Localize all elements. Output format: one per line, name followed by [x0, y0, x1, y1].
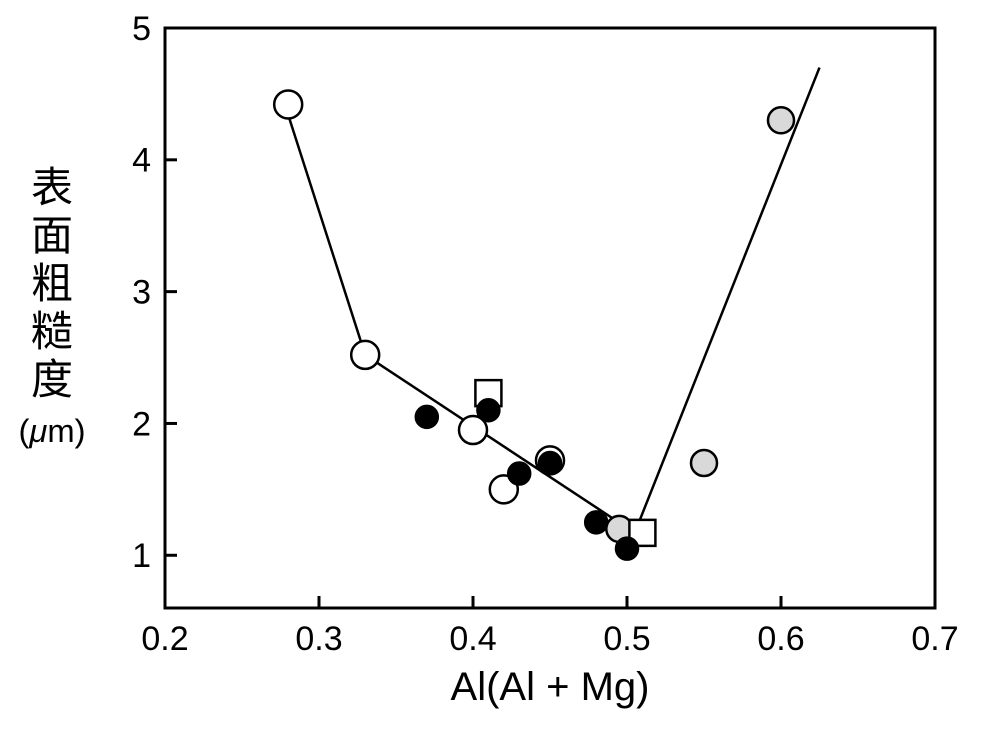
y-tick-label: 2 — [132, 405, 151, 443]
marker-solid_circle — [508, 463, 530, 485]
marker-solid_circle — [539, 452, 561, 474]
x-tick-label: 0.6 — [757, 620, 804, 658]
marker-solid_circle — [585, 511, 607, 533]
marker-open_circle — [351, 341, 379, 369]
y-tick-label: 4 — [132, 142, 151, 180]
y-axis-label-char: 表 — [31, 164, 73, 211]
x-axis-label: Al(Al + Mg) — [451, 665, 650, 709]
y-axis-label-char: 糙 — [31, 308, 73, 355]
y-axis-label-char: 面 — [31, 212, 73, 259]
scatter-chart: 0.2 0.3 0.4 0.5 0.6 0.7 1 2 3 4 5 Al(Al + Mg) 表面粗糙度 (… — [0, 0, 1000, 751]
x-tick-label: 0.3 — [295, 620, 342, 658]
y-tick-label: 3 — [132, 274, 151, 312]
y-axis-label-char: 度 — [31, 356, 73, 403]
y-tick-label: 5 — [132, 10, 151, 48]
x-tick-label: 0.2 — [141, 620, 188, 658]
marker-solid_circle — [616, 538, 638, 560]
chart-svg: 0.2 0.3 0.4 0.5 0.6 0.7 1 2 3 4 5 Al(Al + Mg) 表面粗糙度 (… — [0, 0, 1000, 751]
x-tick-label: 0.7 — [911, 620, 958, 658]
marker-gray_circle — [691, 450, 717, 476]
marker-solid_circle — [477, 399, 499, 421]
marker-solid_circle — [416, 406, 438, 428]
x-tick-label: 0.5 — [603, 620, 650, 658]
x-tick-label: 0.4 — [449, 620, 496, 658]
y-tick-label: 1 — [132, 537, 151, 575]
marker-gray_circle — [768, 107, 794, 133]
y-axis-label-char: 粗 — [31, 260, 73, 307]
y-axis-unit: (μm) — [18, 412, 85, 449]
marker-open_circle — [274, 90, 302, 118]
